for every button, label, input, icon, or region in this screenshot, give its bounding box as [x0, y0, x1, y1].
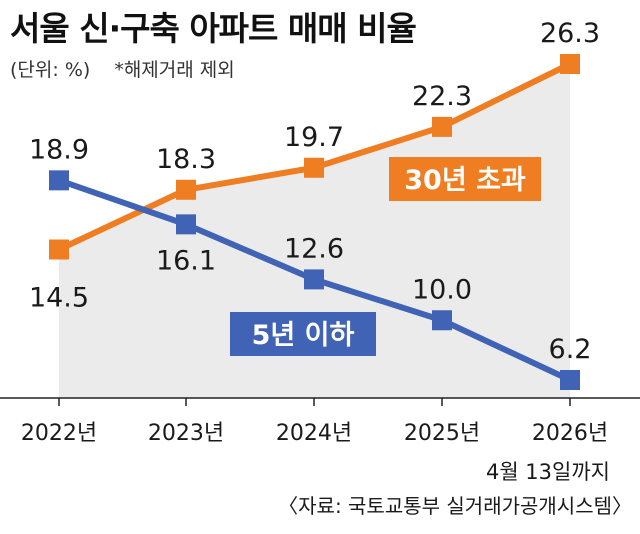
data-label-5under-1: 16.1	[156, 245, 216, 276]
data-label-30plus-0: 14.5	[29, 283, 89, 314]
data-label-5under-4: 6.2	[549, 334, 592, 365]
point-5under-4	[560, 370, 580, 390]
x-tick-label-4: 2026년	[532, 421, 608, 446]
point-30plus-1	[176, 179, 196, 200]
data-label-5under-3: 10.0	[412, 274, 472, 305]
point-30plus-4	[560, 54, 580, 74]
chart-subtitle: (단위: %) *해제거래 제외	[10, 55, 235, 82]
source-note: 〈자료: 국토교통부 실거래가공개시스템〉	[278, 494, 632, 518]
legend-box-30plus	[389, 157, 541, 201]
point-5under-3	[432, 310, 452, 331]
legend-label-30plus: 30년 초과	[404, 165, 526, 196]
data-label-30plus-3: 22.3	[412, 81, 472, 112]
point-5under-2	[304, 269, 324, 290]
x-tick-label-0: 2022년	[21, 421, 97, 446]
point-30plus-3	[432, 116, 452, 137]
x-tick-label-3: 2025년	[404, 421, 480, 446]
legend-label-5under: 5년 이하	[252, 320, 355, 351]
data-label-30plus-1: 18.3	[156, 144, 216, 175]
point-30plus-2	[304, 157, 324, 178]
chart-title: 서울 신·구축 아파트 매매 비율	[10, 9, 417, 48]
data-label-30plus-4: 26.3	[540, 18, 600, 49]
unit-label: (단위: %)	[10, 59, 91, 81]
point-5under-1	[176, 214, 196, 235]
date-note: 4월 13일까지	[485, 460, 610, 484]
x-tick-label-2: 2024년	[276, 421, 352, 446]
exclusion-note: *해제거래 제외	[114, 59, 235, 81]
data-label-5under-0: 18.9	[29, 134, 89, 165]
x-tick-label-1: 2023년	[148, 421, 224, 446]
legend-box-5under	[230, 312, 376, 356]
data-label-5under-2: 12.6	[284, 233, 344, 264]
data-label-30plus-2: 19.7	[284, 122, 344, 153]
point-30plus-0	[49, 239, 69, 260]
point-5under-0	[49, 170, 69, 191]
